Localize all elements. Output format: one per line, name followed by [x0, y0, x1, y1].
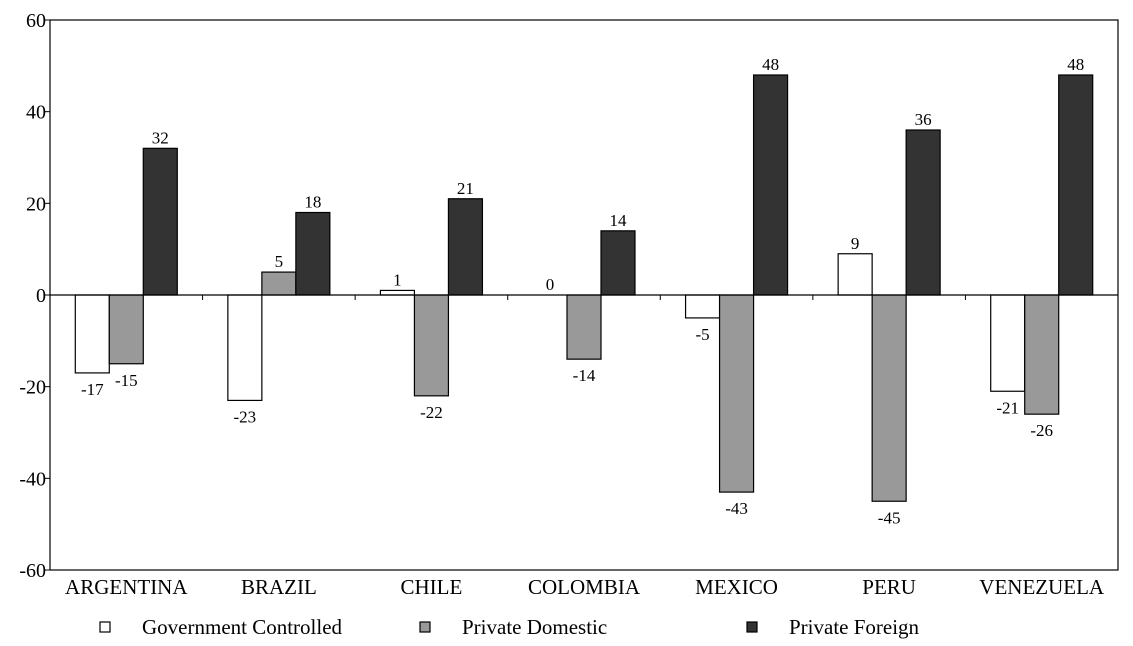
category-label: ARGENTINA	[65, 575, 188, 599]
category-label: MEXICO	[695, 575, 778, 599]
y-tick-label: -20	[19, 377, 46, 399]
y-tick-label: 0	[36, 285, 46, 307]
bar	[752, 74, 789, 296]
bar	[227, 294, 263, 402]
data-label: -5	[695, 325, 709, 344]
y-tick-label: -60	[19, 560, 46, 582]
data-label: -23	[234, 407, 257, 426]
bars	[74, 74, 1094, 502]
bar	[990, 294, 1026, 392]
category-label: BRAZIL	[241, 575, 317, 599]
bar	[447, 198, 484, 296]
bar	[600, 230, 636, 296]
category-label: VENEZUELA	[979, 575, 1105, 599]
bar	[379, 289, 416, 296]
legend-swatch	[419, 621, 431, 633]
legend: Government Controlled Private Domestic Pri…	[99, 615, 920, 639]
data-label: 48	[762, 55, 779, 74]
legend-swatch	[99, 621, 111, 633]
y-axis: -60 -40 -20 0 20 40 60	[19, 10, 50, 582]
bar	[1024, 294, 1060, 415]
data-label: 32	[152, 128, 169, 147]
data-label: -26	[1030, 421, 1053, 440]
bar	[142, 147, 178, 296]
data-label: -45	[878, 508, 901, 527]
bar	[718, 294, 755, 493]
bar	[684, 294, 721, 319]
y-tick-label: -40	[19, 468, 46, 490]
data-label: -21	[996, 398, 1019, 417]
bar	[837, 253, 873, 296]
bar	[295, 211, 331, 296]
y-tick-label: 20	[26, 193, 46, 215]
legend-swatch	[746, 621, 758, 633]
data-label: 36	[915, 110, 932, 129]
data-labels: -17 -15 32 -23 5 18 1 -22 21 0 -14 14 -5 -43 48 9 -45 36 -…	[81, 55, 1084, 527]
bar	[905, 129, 941, 296]
data-label: 5	[275, 252, 284, 271]
bar	[1058, 74, 1094, 296]
data-label: -22	[420, 403, 443, 422]
y-tick-label: 40	[26, 102, 46, 124]
category-label: CHILE	[401, 575, 463, 599]
data-label: 0	[546, 275, 555, 294]
data-label: 48	[1067, 55, 1084, 74]
category-label: PERU	[862, 575, 916, 599]
bar	[566, 294, 602, 360]
bar	[413, 294, 450, 397]
data-label: -14	[573, 366, 596, 385]
bar	[261, 271, 297, 296]
legend-label: Government Controlled	[142, 615, 343, 639]
data-label: 18	[304, 193, 321, 212]
x-axis: ARGENTINA BRAZIL CHILE COLOMBIA MEXICO PERU VE…	[65, 295, 1105, 599]
category-label: COLOMBIA	[528, 575, 641, 599]
data-label: -43	[725, 499, 748, 518]
legend-label: Private Foreign	[789, 615, 920, 639]
bar	[74, 294, 110, 374]
data-label: 21	[457, 179, 474, 198]
data-label: 9	[851, 234, 860, 253]
data-label: -15	[115, 371, 138, 390]
legend-label: Private Domestic	[462, 615, 607, 639]
y-tick-label: 60	[26, 10, 46, 32]
data-label: -17	[81, 380, 104, 399]
bar	[108, 294, 144, 365]
data-label: 14	[610, 211, 628, 230]
bar	[871, 294, 907, 502]
data-label: 1	[393, 270, 402, 289]
